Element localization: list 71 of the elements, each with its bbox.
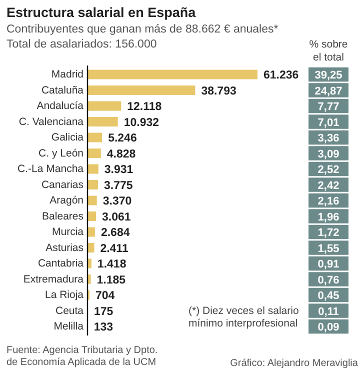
y-tick-label: Baleares [42, 210, 84, 222]
data-label: 704 [95, 290, 116, 302]
chart-title: Estructura salarial en España [6, 5, 196, 20]
bar [88, 180, 98, 190]
bar [88, 117, 118, 126]
bar [88, 70, 258, 80]
annotation: (*) Diez veces el salario mínimo interprofesional [188, 304, 299, 330]
y-tick-label: C.-La Mancha [18, 163, 84, 175]
y-tick-label: Ceuta [55, 304, 84, 317]
text: % sobre el total [309, 38, 348, 64]
text: 2,42 [318, 180, 340, 192]
y-tick-label: Aragón [50, 194, 84, 206]
bar [88, 86, 196, 95]
data-label: 10.932 [124, 116, 160, 129]
y-tick-label: Murcia [52, 226, 84, 238]
text: Gráfico: Alejandro Meraviglia [230, 358, 358, 369]
data-label: 133 [94, 322, 114, 334]
data-label: 5.246 [108, 132, 137, 144]
data-label: 3.061 [102, 211, 132, 224]
text: 3,09 [318, 148, 340, 160]
text: 0,76 [318, 274, 340, 286]
bar [88, 274, 91, 284]
y-tick-label: Cantabria [38, 258, 84, 270]
data-label: 12.118 [127, 101, 162, 113]
text: 2,52 [318, 164, 340, 176]
y-tick-label: Canarias [41, 178, 84, 191]
bar [88, 196, 97, 206]
data-label: 1.418 [97, 258, 127, 270]
text: 0,11 [318, 306, 339, 318]
y-tick-label: La Rioja [44, 289, 84, 301]
text: 1,96 [318, 211, 340, 224]
text: 24,87 [314, 85, 342, 98]
text: 0,45 [318, 290, 340, 302]
text: 7,01 [318, 116, 340, 129]
text: 2,16 [318, 196, 340, 208]
y-tick-label: Madrid [51, 68, 84, 80]
text: 1,55 [318, 242, 340, 255]
data-label: 3.931 [104, 164, 134, 176]
bar [88, 212, 96, 221]
data-label: 3.370 [102, 196, 132, 208]
data-label: 1.185 [96, 274, 126, 286]
text: Total de asalariados: 156.000 [6, 38, 157, 50]
bar [88, 101, 122, 111]
chart-subtitle: Contribuyentes que ganan más de 88.662 € anuales* [6, 24, 279, 36]
y-tick-label: Galicia [51, 132, 84, 144]
y-tick-label: Asturias [46, 242, 84, 254]
y-tick-label: Cataluña [41, 84, 84, 96]
text: 0,09 [318, 322, 340, 334]
y-tick-label: Extremadura [23, 273, 84, 286]
data-label: 38.793 [201, 85, 236, 98]
data-label: 2.411 [100, 242, 129, 255]
text: 1,72 [318, 227, 340, 239]
text: 39,25 [314, 70, 342, 82]
data-label: 61.236 [264, 70, 299, 82]
data-label: 3.775 [104, 180, 134, 192]
data-label: 175 [94, 306, 114, 318]
bar [88, 148, 101, 158]
text: 3,36 [318, 132, 340, 144]
y-tick-label: Andalucía [36, 100, 84, 112]
data-label: 2.684 [100, 227, 130, 239]
data-label: 4.828 [106, 148, 136, 160]
bar [88, 243, 94, 252]
y-tick-label: C. y León [38, 147, 84, 160]
y-tick-label: Melilla [54, 320, 84, 332]
bar [88, 227, 95, 237]
source-note: Fuente: Agencia Tributaria y Dpto. de Economía Aplicada de la UCM [6, 345, 158, 368]
bar [88, 164, 98, 174]
bar [88, 132, 102, 142]
text: 0,91 [318, 258, 340, 270]
y-tick-label: C. Valenciana [18, 116, 84, 128]
text: 7,77 [318, 101, 340, 113]
